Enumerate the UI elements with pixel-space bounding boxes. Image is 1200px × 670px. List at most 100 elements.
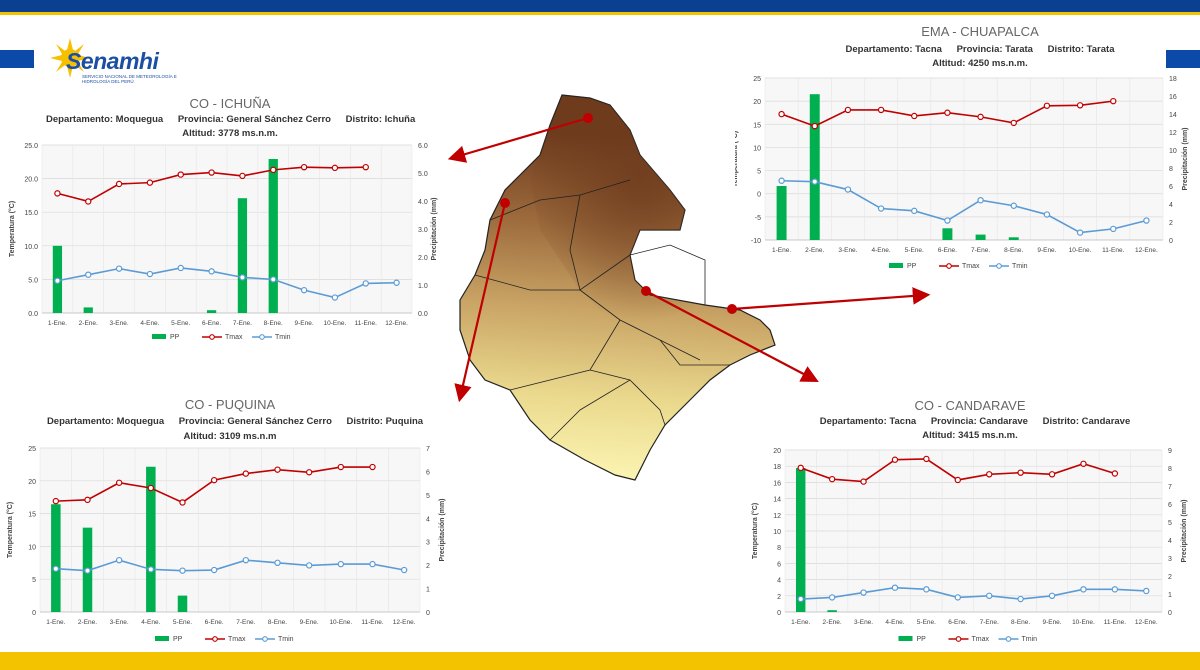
tmin-point (393, 279, 400, 286)
tmin-point (305, 562, 313, 569)
tmax-point (844, 106, 852, 114)
chuapalca-title: EMA - CHUAPALCA (921, 24, 1039, 39)
x-tick: 5-Ene. (173, 619, 192, 626)
tmax-point (146, 179, 154, 186)
tmin-point (954, 594, 961, 601)
y-tick-right: 16 (1169, 94, 1177, 101)
pp-bar (1008, 237, 1019, 240)
x-tick: 4-Ene. (885, 619, 904, 626)
y-tick-left: 16 (773, 480, 781, 487)
legend-tmax-label: Tmax (225, 334, 243, 341)
tmin-point (828, 594, 836, 601)
arrow-ichuna (447, 116, 589, 163)
x-tick: 1-Ene. (791, 619, 810, 626)
tmax-point (305, 469, 313, 476)
tmin-point (242, 556, 250, 564)
x-tick: 6-Ene. (938, 247, 957, 254)
tmin-line (57, 267, 397, 299)
y-tick-left: 0 (757, 192, 761, 199)
tmin-point (115, 556, 123, 564)
tmin-point (1143, 587, 1150, 595)
tmin-point (1010, 202, 1017, 209)
y-axis-title-left: Temperatura (°C) (6, 502, 14, 558)
puquina-provincia: Provincia: General Sánchez Cerro (178, 416, 332, 427)
tmin-point (923, 586, 930, 593)
y-tick-right: 9 (1168, 448, 1172, 455)
y-tick-right: 2 (426, 563, 430, 570)
sun-icon (50, 38, 90, 78)
tmin-point (778, 177, 785, 184)
y-tick-left: 20 (773, 448, 781, 455)
x-tick: 1-Ene. (772, 247, 791, 254)
tmax-point (208, 169, 215, 176)
pp-bar (942, 228, 953, 240)
x-tick: 6-Ene. (948, 619, 967, 626)
legend-pp-label: PP (917, 636, 927, 643)
tmax-point (860, 478, 867, 485)
x-tick: 11-Ene. (361, 619, 383, 626)
x-tick: 3-Ene. (854, 619, 873, 626)
tmin-point (1043, 211, 1051, 218)
x-tick: 1-Ene. (46, 619, 65, 626)
x-tick: 7-Ene. (980, 619, 999, 626)
tmin-point (84, 567, 91, 574)
tmax-point (797, 464, 804, 472)
tmin-point (911, 207, 918, 215)
y-tick-left: 5 (757, 169, 761, 176)
x-tick: 8-Ene. (1011, 619, 1030, 626)
legend-pp-label: PP (170, 334, 180, 341)
tmin-point (85, 271, 92, 278)
y-tick-left: 5 (32, 577, 36, 584)
legend-pp-swatch (898, 636, 913, 641)
y-tick-right: 4.0 (418, 199, 428, 206)
y-tick-right: 1 (1168, 592, 1172, 599)
tmin-point (811, 178, 818, 185)
tmin-line (781, 179, 1147, 234)
tmax-point (362, 163, 369, 171)
y-tick-right: 1.0 (418, 283, 428, 290)
logo-subtitle: SERVICIO NACIONAL DE METEOROLOGÍA E HIDR… (82, 74, 177, 84)
legend-tmax-marker (955, 636, 962, 642)
legend-tmax-marker (209, 334, 215, 340)
y-tick-left: 25 (28, 446, 36, 453)
pp-bar (51, 504, 61, 612)
puquina-title: CO - PUQUINA (184, 397, 276, 412)
chuapalca-provincia: Provincia: Tarata (956, 44, 1033, 55)
y-tick-right: 5 (426, 493, 430, 500)
candarave-distrito: Distrito: Candarave (1042, 416, 1131, 427)
pp-bar (795, 468, 806, 612)
tmin-point (891, 584, 899, 591)
tmax-point (179, 499, 186, 506)
puquina-location: Departamento: Moquegua Provincia: Genera… (40, 416, 430, 427)
top-blue-bar (0, 0, 1200, 12)
marker-ichuna (583, 113, 593, 123)
x-tick: 9-Ene. (1042, 619, 1061, 626)
y-tick-right: 0 (426, 610, 430, 617)
y-tick-right: 6.0 (418, 143, 428, 150)
tmax-point (1080, 460, 1087, 467)
y-tick-left: 20 (28, 479, 36, 486)
tmin-point (239, 274, 246, 281)
legend-tmin-label: Tmin (275, 334, 291, 341)
ichuna-departamento: Departamento: Moquegua (46, 114, 164, 125)
candarave-title: CO - CANDARAVE (914, 398, 1026, 413)
y-axis-title-right: Precipitación (mm) (1182, 127, 1189, 190)
y-tick-right: 7 (1168, 484, 1172, 491)
tmax-point (877, 106, 885, 114)
senamhi-logo: Senamhi SERVICIO NACIONAL DE METEOROLOGÍ… (50, 38, 190, 88)
y-tick-right: 6 (426, 469, 430, 476)
x-tick: 10-Ene. (324, 320, 347, 327)
x-tick: 4-Ene. (141, 619, 160, 626)
x-tick: 4-Ene. (140, 320, 159, 327)
x-tick: 12-Ene. (1135, 619, 1158, 626)
chuapalca-departamento: Departamento: Tacna (845, 44, 942, 55)
x-tick: 3-Ene. (110, 619, 129, 626)
chart-chuapalca-svg: -10 -5 0 5 10 15 20 25 0 2 4 6 8 10 12 14 16 18 1-Ene. 2-En… (735, 76, 1189, 270)
tmin-point (844, 186, 852, 193)
puquina-altitud: Altitud: 3109 ms.n.m (183, 431, 277, 442)
tmax-point (828, 475, 836, 483)
legend-tmax-marker (946, 263, 952, 269)
y-tick-right: 2 (1168, 574, 1172, 581)
tmin-point (177, 264, 184, 272)
